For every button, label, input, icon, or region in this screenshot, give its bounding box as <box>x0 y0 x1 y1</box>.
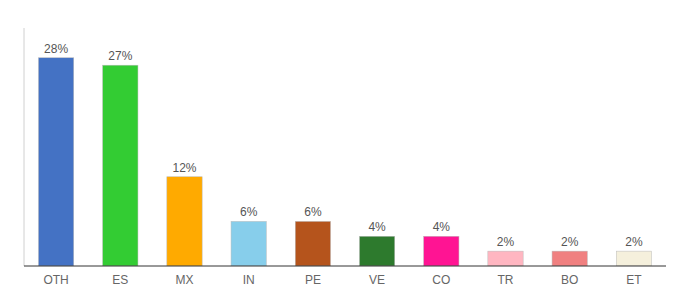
bar <box>295 221 330 266</box>
bar <box>38 58 73 266</box>
x-tick-label: MX <box>176 273 194 287</box>
data-label: 28% <box>44 42 68 56</box>
bar <box>359 236 394 266</box>
x-axis-line <box>24 266 666 267</box>
data-label: 2% <box>561 235 579 249</box>
bar <box>424 236 459 266</box>
x-tick-label: ET <box>626 273 642 287</box>
data-label: 12% <box>172 161 196 175</box>
bar <box>103 65 138 266</box>
data-label: 4% <box>433 220 451 234</box>
x-tick-label: BO <box>561 273 578 287</box>
y-axis-line <box>24 28 25 266</box>
bar <box>231 221 266 266</box>
x-tick-label: OTH <box>43 273 68 287</box>
x-tick-label: TR <box>498 273 514 287</box>
x-tick-label: CO <box>432 273 450 287</box>
data-label: 2% <box>625 235 643 249</box>
data-label: 4% <box>368 220 386 234</box>
data-label: 27% <box>108 49 132 63</box>
bar <box>552 251 587 266</box>
x-tick-label: ES <box>112 273 128 287</box>
data-label: 2% <box>497 235 515 249</box>
chart: 28% 27% 12% 6% 6% 4% 4% 2% 2% 2% OTH ES MX IN PE VE CO TR… <box>0 0 680 300</box>
x-tick-label: VE <box>369 273 385 287</box>
bars <box>38 58 651 266</box>
bar <box>167 177 202 266</box>
data-label: 6% <box>240 205 258 219</box>
data-labels: 28% 27% 12% 6% 6% 4% 4% 2% 2% 2% <box>44 42 643 249</box>
chart-container: 28% 27% 12% 6% 6% 4% 4% 2% 2% 2% OTH ES MX IN PE VE CO TR… <box>0 0 680 300</box>
x-tick-label: IN <box>243 273 255 287</box>
x-tick-labels: OTH ES MX IN PE VE CO TR BO ET <box>43 273 642 287</box>
x-tick-label: PE <box>305 273 321 287</box>
bar <box>488 251 523 266</box>
bar <box>616 251 651 266</box>
data-label: 6% <box>304 205 322 219</box>
